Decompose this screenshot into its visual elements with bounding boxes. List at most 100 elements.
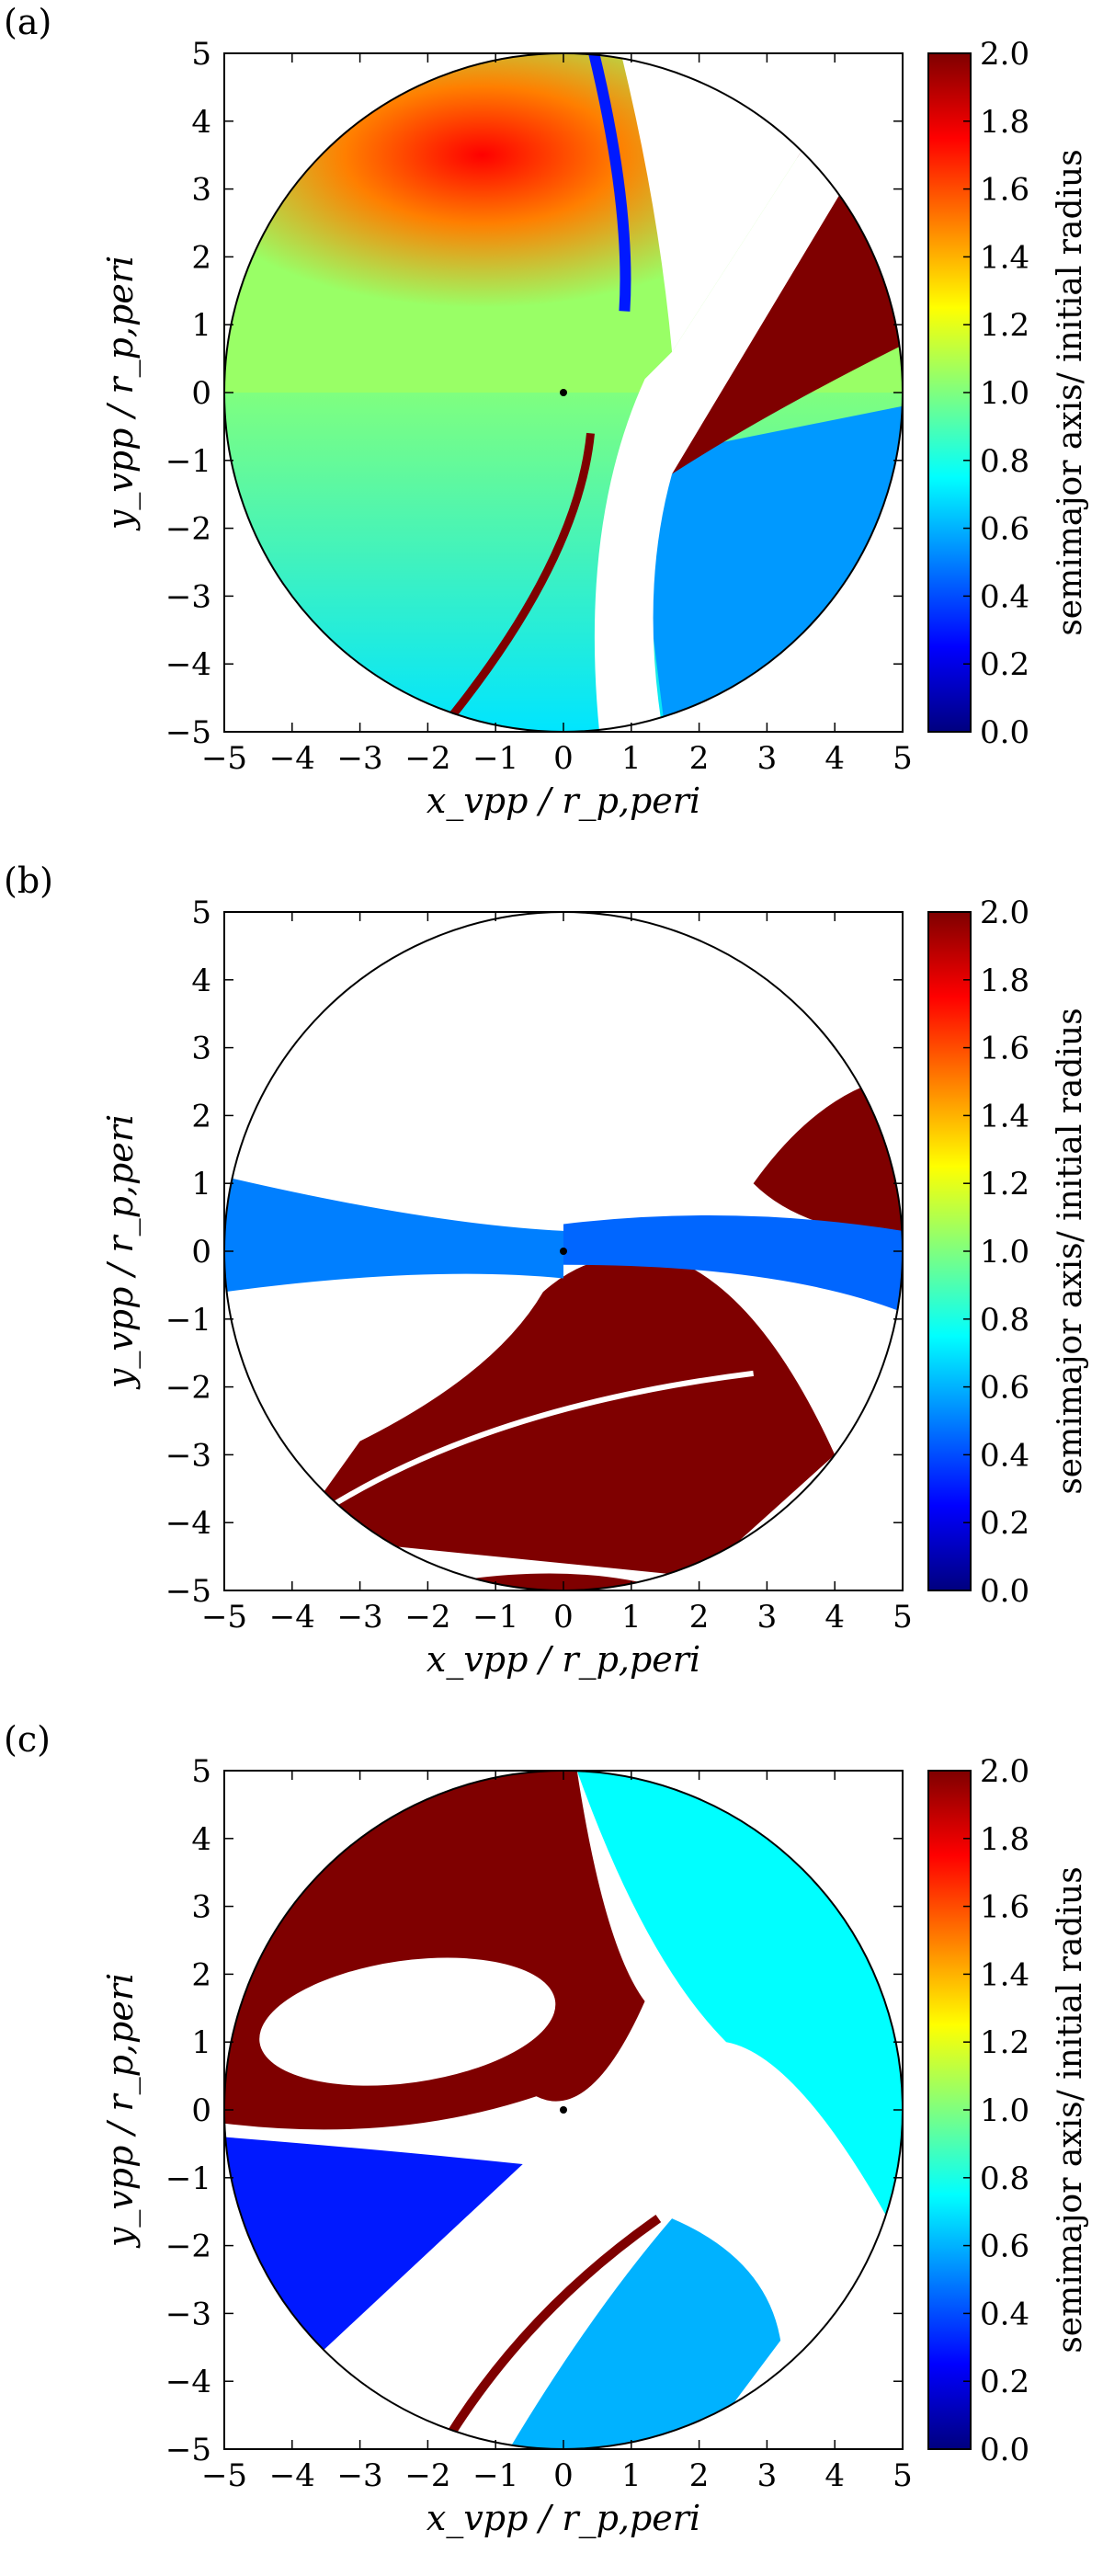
x-tick-label: 5 xyxy=(893,1599,913,1636)
colorbar-tick-label: 0.4 xyxy=(980,578,1029,615)
colorbar-tick-label: 1.2 xyxy=(980,1166,1029,1203)
colorbar-tick-label: 0.2 xyxy=(980,2364,1029,2400)
x-tick-label: −1 xyxy=(472,2457,518,2494)
y-tick-label: −5 xyxy=(165,1573,211,1610)
colorbar-tick-label: 1.0 xyxy=(980,2092,1029,2129)
y-tick-label: 2 xyxy=(191,1098,211,1134)
x-tick-label: 1 xyxy=(621,740,642,777)
x-tick-label: 0 xyxy=(553,740,574,777)
y-tick-label: 3 xyxy=(191,1031,211,1067)
colorbar-tick-label: 1.4 xyxy=(980,1956,1029,1993)
x-tick-label: 3 xyxy=(757,1599,778,1636)
colorbar-tick-label: 0.6 xyxy=(980,1370,1029,1407)
colorbar-tick-label: 0.0 xyxy=(980,714,1029,751)
y-tick-label: 1 xyxy=(191,307,211,344)
y-tick-label: 2 xyxy=(191,1956,211,1993)
panel-a: (a) −5 −4 −3 −2 −1 0 1 2 3 4 5 −5 −4 −3 −2 −1 0 1 2 3 4 5 x_vp… xyxy=(0,0,1103,859)
colorbar-tick-label: 1.0 xyxy=(980,375,1029,412)
x-tick-label: 2 xyxy=(689,1599,710,1636)
colorbar-tick-label: 0.0 xyxy=(980,2432,1029,2468)
y-tick-label: 4 xyxy=(191,1821,211,1858)
y-tick-label: 1 xyxy=(191,1166,211,1203)
colorbar-tick-label: 1.6 xyxy=(980,172,1029,209)
colorbar-tick-label: 0.8 xyxy=(980,443,1029,480)
plot-area: −5 −4 −3 −2 −1 0 1 2 3 4 5 −5 −4 −3 −2 −1 0 1 2 3 4 5 x_vpp / … xyxy=(100,1753,1089,2539)
colorbar-tick-label: 0.2 xyxy=(980,646,1029,683)
x-tick-label: 5 xyxy=(893,2457,913,2494)
y-tick-label: 4 xyxy=(191,104,211,141)
y-tick-label: −3 xyxy=(165,2296,211,2332)
plot-area: −5 −4 −3 −2 −1 0 1 2 3 4 5 −5 −4 −3 −2 −1 0 1 2 3 4 5 x_vpp / … xyxy=(100,895,1089,1681)
y-tick-label: 5 xyxy=(191,1753,211,1790)
chart-b: −5 −4 −3 −2 −1 0 1 2 3 4 5 −5 −4 −3 −2 −1 0 1 2 3 4 5 x_vpp / … xyxy=(100,895,1089,1681)
y-tick-label: 3 xyxy=(191,172,211,209)
colorbar-label: semimajor axis/ initial radius xyxy=(1052,1008,1089,1494)
x-axis-label: x_vpp / r_p,peri xyxy=(426,2498,700,2539)
y-tick-label: 1 xyxy=(191,2024,211,2061)
panel-b: (b) −5 −4 −3 −2 −1 0 1 2 3 4 5 −5 −4 −3 −2 −1 0 1 2 3 4 5 x_vp… xyxy=(0,859,1103,1717)
region-right-arm xyxy=(563,1214,903,1313)
x-tick-label: 4 xyxy=(824,740,845,777)
x-tick-label: −2 xyxy=(404,740,450,777)
x-tick-label: 2 xyxy=(689,2457,710,2494)
edge-saturated xyxy=(424,432,595,732)
heatmap-field xyxy=(224,1075,903,1590)
colorbar-tick-label: 1.6 xyxy=(980,1031,1029,1067)
x-tick-label: −1 xyxy=(472,1599,518,1636)
planet-marker xyxy=(560,389,567,396)
colorbar-tick-label: 0.2 xyxy=(980,1505,1029,1542)
y-tick-label: 3 xyxy=(191,1889,211,1926)
colorbar-tick-label: 0.6 xyxy=(980,2228,1029,2265)
colorbar-tick-label: 0.8 xyxy=(980,2160,1029,2197)
colorbar-tick-label: 2.0 xyxy=(980,36,1029,73)
x-tick-label: −4 xyxy=(269,740,315,777)
y-tick-label: −4 xyxy=(165,646,211,683)
colorbar-tick-label: 1.4 xyxy=(980,239,1029,276)
panel-label: (c) xyxy=(4,1719,51,1760)
region-saturated-blob xyxy=(291,1255,836,1578)
x-tick-label: 0 xyxy=(553,1599,574,1636)
x-tick-label: −5 xyxy=(201,2457,247,2494)
x-tick-label: −2 xyxy=(404,2457,450,2494)
colorbar-tick-label: 1.0 xyxy=(980,1234,1029,1271)
y-tick-label: 0 xyxy=(191,2092,211,2129)
y-tick-label: −2 xyxy=(165,2228,211,2265)
colorbar-label: semimajor axis/ initial radius xyxy=(1052,1866,1089,2353)
x-tick-label: 4 xyxy=(824,1599,845,1636)
x-tick-label: 3 xyxy=(757,740,778,777)
y-tick-label: −1 xyxy=(165,1302,211,1339)
colorbar-tick-label: 0.0 xyxy=(980,1573,1029,1610)
colorbar-tick-label: 1.6 xyxy=(980,1889,1029,1926)
y-tick-label: −5 xyxy=(165,714,211,751)
x-tick-label: 5 xyxy=(893,740,913,777)
x-tick-label: −5 xyxy=(201,740,247,777)
x-tick-label: 0 xyxy=(553,2457,574,2494)
panel-c: (c) −5 −4 −3 −2 −1 0 1 2 3 4 5 −5 −4 −3 −2 −1 0 1 2 3 4 5 x_vp… xyxy=(0,1717,1103,2576)
x-tick-label: −2 xyxy=(404,1599,450,1636)
y-axis-label: y_vpp / r_p,peri xyxy=(100,1973,142,2249)
y-tick-label: 5 xyxy=(191,36,211,73)
x-tick-label: 4 xyxy=(824,2457,845,2494)
colorbar-tick-label: 0.6 xyxy=(980,511,1029,548)
chart-c: −5 −4 −3 −2 −1 0 1 2 3 4 5 −5 −4 −3 −2 −1 0 1 2 3 4 5 x_vpp / … xyxy=(100,1753,1089,2539)
chart-a: −5 −4 −3 −2 −1 0 1 2 3 4 5 −5 −4 −3 −2 −1 0 1 2 3 4 5 x_vpp / … xyxy=(100,36,1089,822)
panel-label: (a) xyxy=(4,2,52,42)
x-tick-label: 1 xyxy=(621,1599,642,1636)
region-gap xyxy=(259,1957,556,2086)
y-tick-label: −1 xyxy=(165,2160,211,2197)
region-left-arm xyxy=(224,1176,563,1293)
y-tick-label: −2 xyxy=(165,511,211,548)
colorbar-tick-label: 1.4 xyxy=(980,1098,1029,1134)
y-tick-label: −3 xyxy=(165,1437,211,1474)
y-tick-label: 2 xyxy=(191,239,211,276)
colorbar-tick-label: 1.2 xyxy=(980,2024,1029,2061)
colorbar-tick-label: 1.8 xyxy=(980,963,1029,999)
colorbar-tick-label: 2.0 xyxy=(980,895,1029,931)
y-tick-label: −1 xyxy=(165,443,211,480)
colorbar-tick-label: 0.4 xyxy=(980,1437,1029,1474)
region-lower-right xyxy=(508,2218,781,2449)
x-tick-label: −3 xyxy=(337,1599,383,1636)
region-gap xyxy=(594,141,856,732)
y-tick-label: 0 xyxy=(191,375,211,412)
colorbar-tick-label: 1.8 xyxy=(980,1821,1029,1858)
